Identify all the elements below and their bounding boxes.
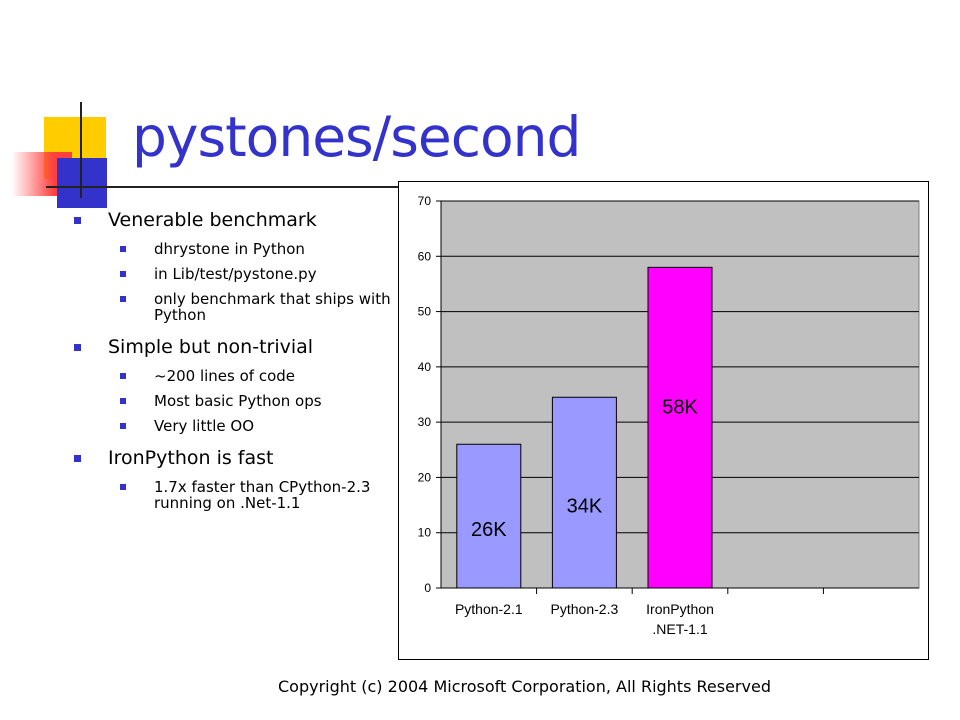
sub-bullet: 1.7x faster than CPython-2.3 running on … xyxy=(72,479,392,511)
y-tick-label: 60 xyxy=(418,249,432,263)
y-tick-label: 50 xyxy=(418,305,432,319)
sub-bullet: Very little OO xyxy=(72,418,392,434)
copyright-footer: Copyright (c) 2004 Microsoft Corporation… xyxy=(278,677,771,696)
data-label: 34K xyxy=(567,496,603,518)
bar xyxy=(456,443,522,589)
bullet-simple: Simple but non-trivial xyxy=(72,335,392,359)
logo-vertical-line xyxy=(80,102,82,198)
x-tick-label: Python-2.3 xyxy=(551,601,619,617)
x-tick-label: .NET-1.1 xyxy=(652,621,707,637)
bar-chart-svg: 0 10 20 30 40 50 60 70 26K Python-2.1 34K Python-2.… xyxy=(418,194,920,637)
chart: 0 10 20 30 40 50 60 70 26K Python-2.1 34K Python-2.… xyxy=(398,181,929,660)
data-label: 26K xyxy=(471,519,507,541)
bullet-fast: IronPython is fast xyxy=(72,446,392,470)
sub-bullet: in Lib/test/pystone.py xyxy=(72,266,392,282)
sub-bullet: only benchmark that ships with Python xyxy=(72,291,392,323)
sub-bullet: dhrystone in Python xyxy=(72,241,392,257)
slide-title: pystones/second xyxy=(132,105,581,169)
bar xyxy=(647,266,713,589)
data-label: 58K xyxy=(662,397,698,419)
x-tick-label: IronPython xyxy=(646,601,714,617)
bullet-venerable: Venerable benchmark xyxy=(72,208,392,232)
bar xyxy=(551,396,617,589)
title-underline xyxy=(46,186,446,188)
sub-bullet: ~200 lines of code xyxy=(72,368,392,384)
y-tick-label: 10 xyxy=(418,526,432,540)
y-tick-label: 40 xyxy=(418,360,432,374)
x-tick-label: Python-2.1 xyxy=(455,601,523,617)
sub-bullet: Most basic Python ops xyxy=(72,393,392,409)
y-tick-label: 0 xyxy=(424,581,431,595)
y-tick-label: 70 xyxy=(418,194,432,208)
logo-blue-square xyxy=(57,158,107,208)
y-tick-label: 20 xyxy=(418,470,432,484)
y-tick-label: 30 xyxy=(418,415,432,429)
bullet-list: Venerable benchmark dhrystone in Python … xyxy=(72,208,392,511)
